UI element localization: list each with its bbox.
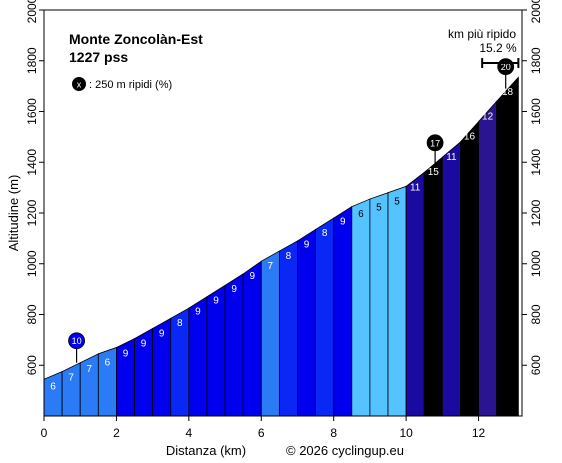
profile-segment [405, 171, 425, 417]
marker-label: 17 [430, 138, 440, 148]
y-tick-label-right: 1800 [529, 47, 543, 74]
profile-segment [43, 370, 63, 417]
profile-segment [460, 120, 479, 417]
steepest-km-value: 15.2 % [479, 41, 517, 55]
y-tick-label-left: 2000 [25, 0, 39, 23]
profile-segment [242, 260, 262, 417]
segment-label: 7 [86, 364, 92, 375]
legend: x : 250 m ripidi (%) [72, 77, 172, 91]
legend-text: : 250 m ripidi (%) [89, 79, 172, 91]
segment-label: 9 [249, 271, 255, 282]
steepest-km-bracket [481, 58, 520, 68]
profile-segment [278, 240, 298, 417]
y-tick-label-left: 800 [25, 304, 39, 324]
x-tick-label: 2 [113, 426, 120, 440]
profile-segment [441, 141, 461, 417]
segment-label: 5 [376, 203, 382, 214]
profile-segment [387, 185, 407, 417]
profile-segment [478, 100, 498, 417]
x-tick-label: 10 [399, 426, 413, 440]
segment-label: 6 [50, 382, 56, 393]
segment-label: 8 [177, 318, 183, 329]
profile-segment [369, 192, 389, 417]
segment-label: 9 [123, 349, 129, 360]
y-tick-label-right: 1000 [529, 250, 543, 277]
segment-label: 9 [141, 338, 147, 349]
profile-segment [61, 362, 81, 417]
steepest-km-label: km più ripido [448, 27, 516, 41]
y-axis-ticks: 600 600 800 800 1000 1000 1200 1200 1400 1400 1600… [25, 0, 543, 375]
profile-segment [333, 205, 353, 417]
segment-label: 8 [322, 228, 328, 239]
y-tick-label-right: 600 [529, 355, 543, 375]
profile-segments [43, 76, 519, 417]
x-axis-ticks: 0 2 4 6 8 10 12 [41, 416, 486, 440]
x-tick-label: 4 [186, 426, 193, 440]
steepest-km-annotation: km più ripido 15.2 % [448, 27, 520, 68]
segment-label: 16 [464, 132, 476, 143]
y-tick-label-right: 800 [529, 304, 543, 324]
segment-label: 9 [195, 307, 201, 318]
y-tick-label-right: 1600 [529, 98, 543, 125]
y-tick-label-left: 1200 [25, 199, 39, 226]
segment-label: 9 [304, 239, 310, 250]
y-tick-label-left: 600 [25, 355, 39, 375]
legend-marker-label: x [77, 80, 82, 90]
segment-label: 9 [213, 295, 219, 306]
chart-title: Monte Zoncolàn-Est [69, 31, 203, 47]
credit-text: © 2026 cyclingup.eu [286, 443, 404, 458]
segment-label: 9 [159, 328, 165, 339]
x-axis-title: Distanza (km) [166, 443, 246, 458]
marker-circle [426, 134, 444, 152]
segment-label: 11 [410, 182, 421, 193]
profile-segment [315, 217, 335, 417]
marker-circle [68, 332, 85, 350]
marker-label: 20 [501, 62, 511, 72]
profile-segment [351, 198, 371, 417]
segment-labels: 6 7 7 6 9 9 9 8 9 9 9 9 7 8 9 8 9 6 5 5 11 15 11 16 12 18 [50, 87, 513, 392]
segment-label: 18 [502, 87, 514, 98]
segment-label: 7 [268, 261, 274, 272]
segment-label: 5 [394, 196, 400, 207]
profile-segment [423, 156, 443, 417]
y-tick-label-left: 1400 [25, 149, 39, 176]
segment-label: 9 [340, 217, 346, 228]
segment-label: 11 [446, 152, 457, 163]
profile-segment [224, 273, 244, 417]
x-tick-label: 8 [330, 426, 337, 440]
segment-label: 6 [105, 357, 111, 368]
y-tick-label-right: 1200 [529, 199, 543, 226]
steepness-markers: 10 17 20 [68, 58, 515, 363]
segment-label: 9 [231, 284, 237, 295]
x-tick-label: 6 [258, 426, 265, 440]
chart-subtitle: 1227 pss [69, 49, 128, 65]
y-tick-label-left: 1000 [25, 250, 39, 277]
y-axis-title: Altitudine (m) [6, 175, 21, 252]
x-tick-label: 0 [41, 426, 48, 440]
y-tick-label-left: 1600 [25, 98, 39, 125]
segment-label: 7 [68, 373, 74, 384]
segment-label: 12 [482, 111, 494, 122]
profile-segment [297, 228, 316, 417]
marker-label: 10 [72, 336, 82, 346]
y-tick-label-right: 1400 [529, 149, 543, 176]
profile-segment [496, 76, 519, 417]
y-tick-label-right: 2000 [529, 0, 543, 23]
segment-label: 15 [428, 167, 440, 178]
x-tick-label: 12 [472, 426, 486, 440]
profile-segment [260, 250, 280, 417]
y-tick-label-left: 1800 [25, 47, 39, 74]
segment-label: 8 [286, 251, 292, 262]
legend-marker-icon [72, 77, 86, 91]
segment-label: 6 [358, 209, 364, 220]
